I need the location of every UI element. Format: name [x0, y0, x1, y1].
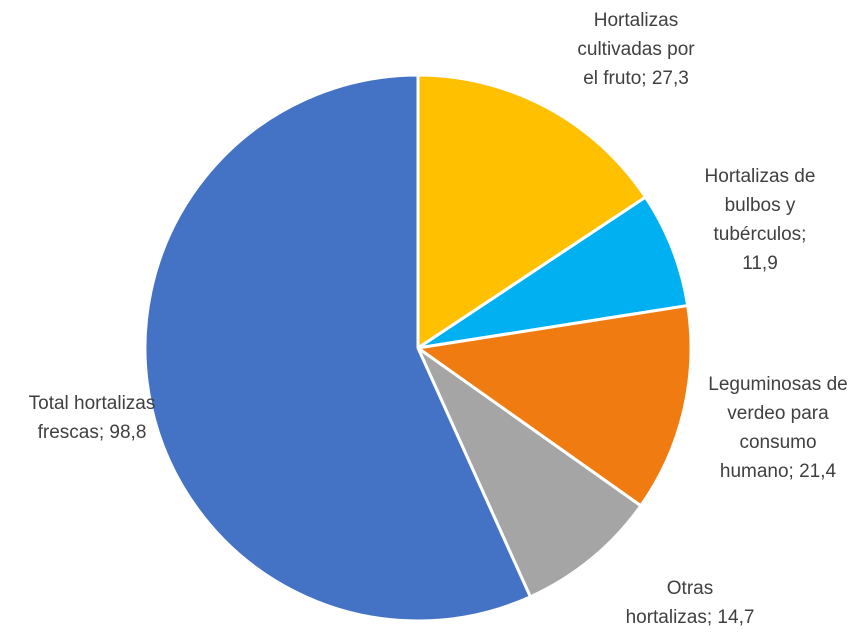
pie-slice-2: [416, 195, 690, 350]
pie-data-label-line: consumo: [739, 432, 817, 453]
pie-slice-4: [416, 346, 643, 599]
pie-data-label-line: verdeo para: [727, 403, 829, 424]
pie-slice-3: [416, 304, 693, 508]
pie-data-label-line: humano; 21,4: [719, 461, 837, 482]
pie-data-label-line: bulbos y: [724, 195, 796, 216]
pie-data-label-line: Hortalizas: [593, 10, 679, 31]
pie-data-label-line: Leguminosas de: [708, 374, 848, 395]
pie-data-label-line: Hortalizas de: [704, 166, 816, 187]
pie-data-label-line: Otras: [666, 578, 714, 599]
pie-data-label-2: Hortalizas de bulbos y tubérculos; 11,9: [675, 162, 845, 278]
pie-slice-1: [416, 73, 648, 350]
pie-data-label-4: Otras hortalizas; 14,7: [590, 574, 790, 632]
pie-data-label-line: hortalizas; 14,7: [625, 607, 755, 628]
pie-data-label-line: tubérculos;: [713, 224, 807, 245]
pie-data-label-3: Leguminosas de verdeo para consumo humano; …: [693, 370, 863, 486]
pie-data-label-1: Hortalizas cultivadas por el fruto; 27,3: [536, 6, 736, 93]
pie-slice-5: [143, 73, 532, 623]
pie-data-label-line: Total hortalizas: [28, 393, 156, 414]
pie-data-label-line: frescas; 98,8: [37, 422, 147, 443]
pie-data-label-line: 11,9: [742, 253, 778, 274]
pie-data-label-5: Total hortalizas frescas; 98,8: [0, 389, 187, 447]
pie-data-label-line: cultivadas por: [577, 39, 695, 60]
pie-data-label-line: el fruto; 27,3: [583, 68, 689, 89]
